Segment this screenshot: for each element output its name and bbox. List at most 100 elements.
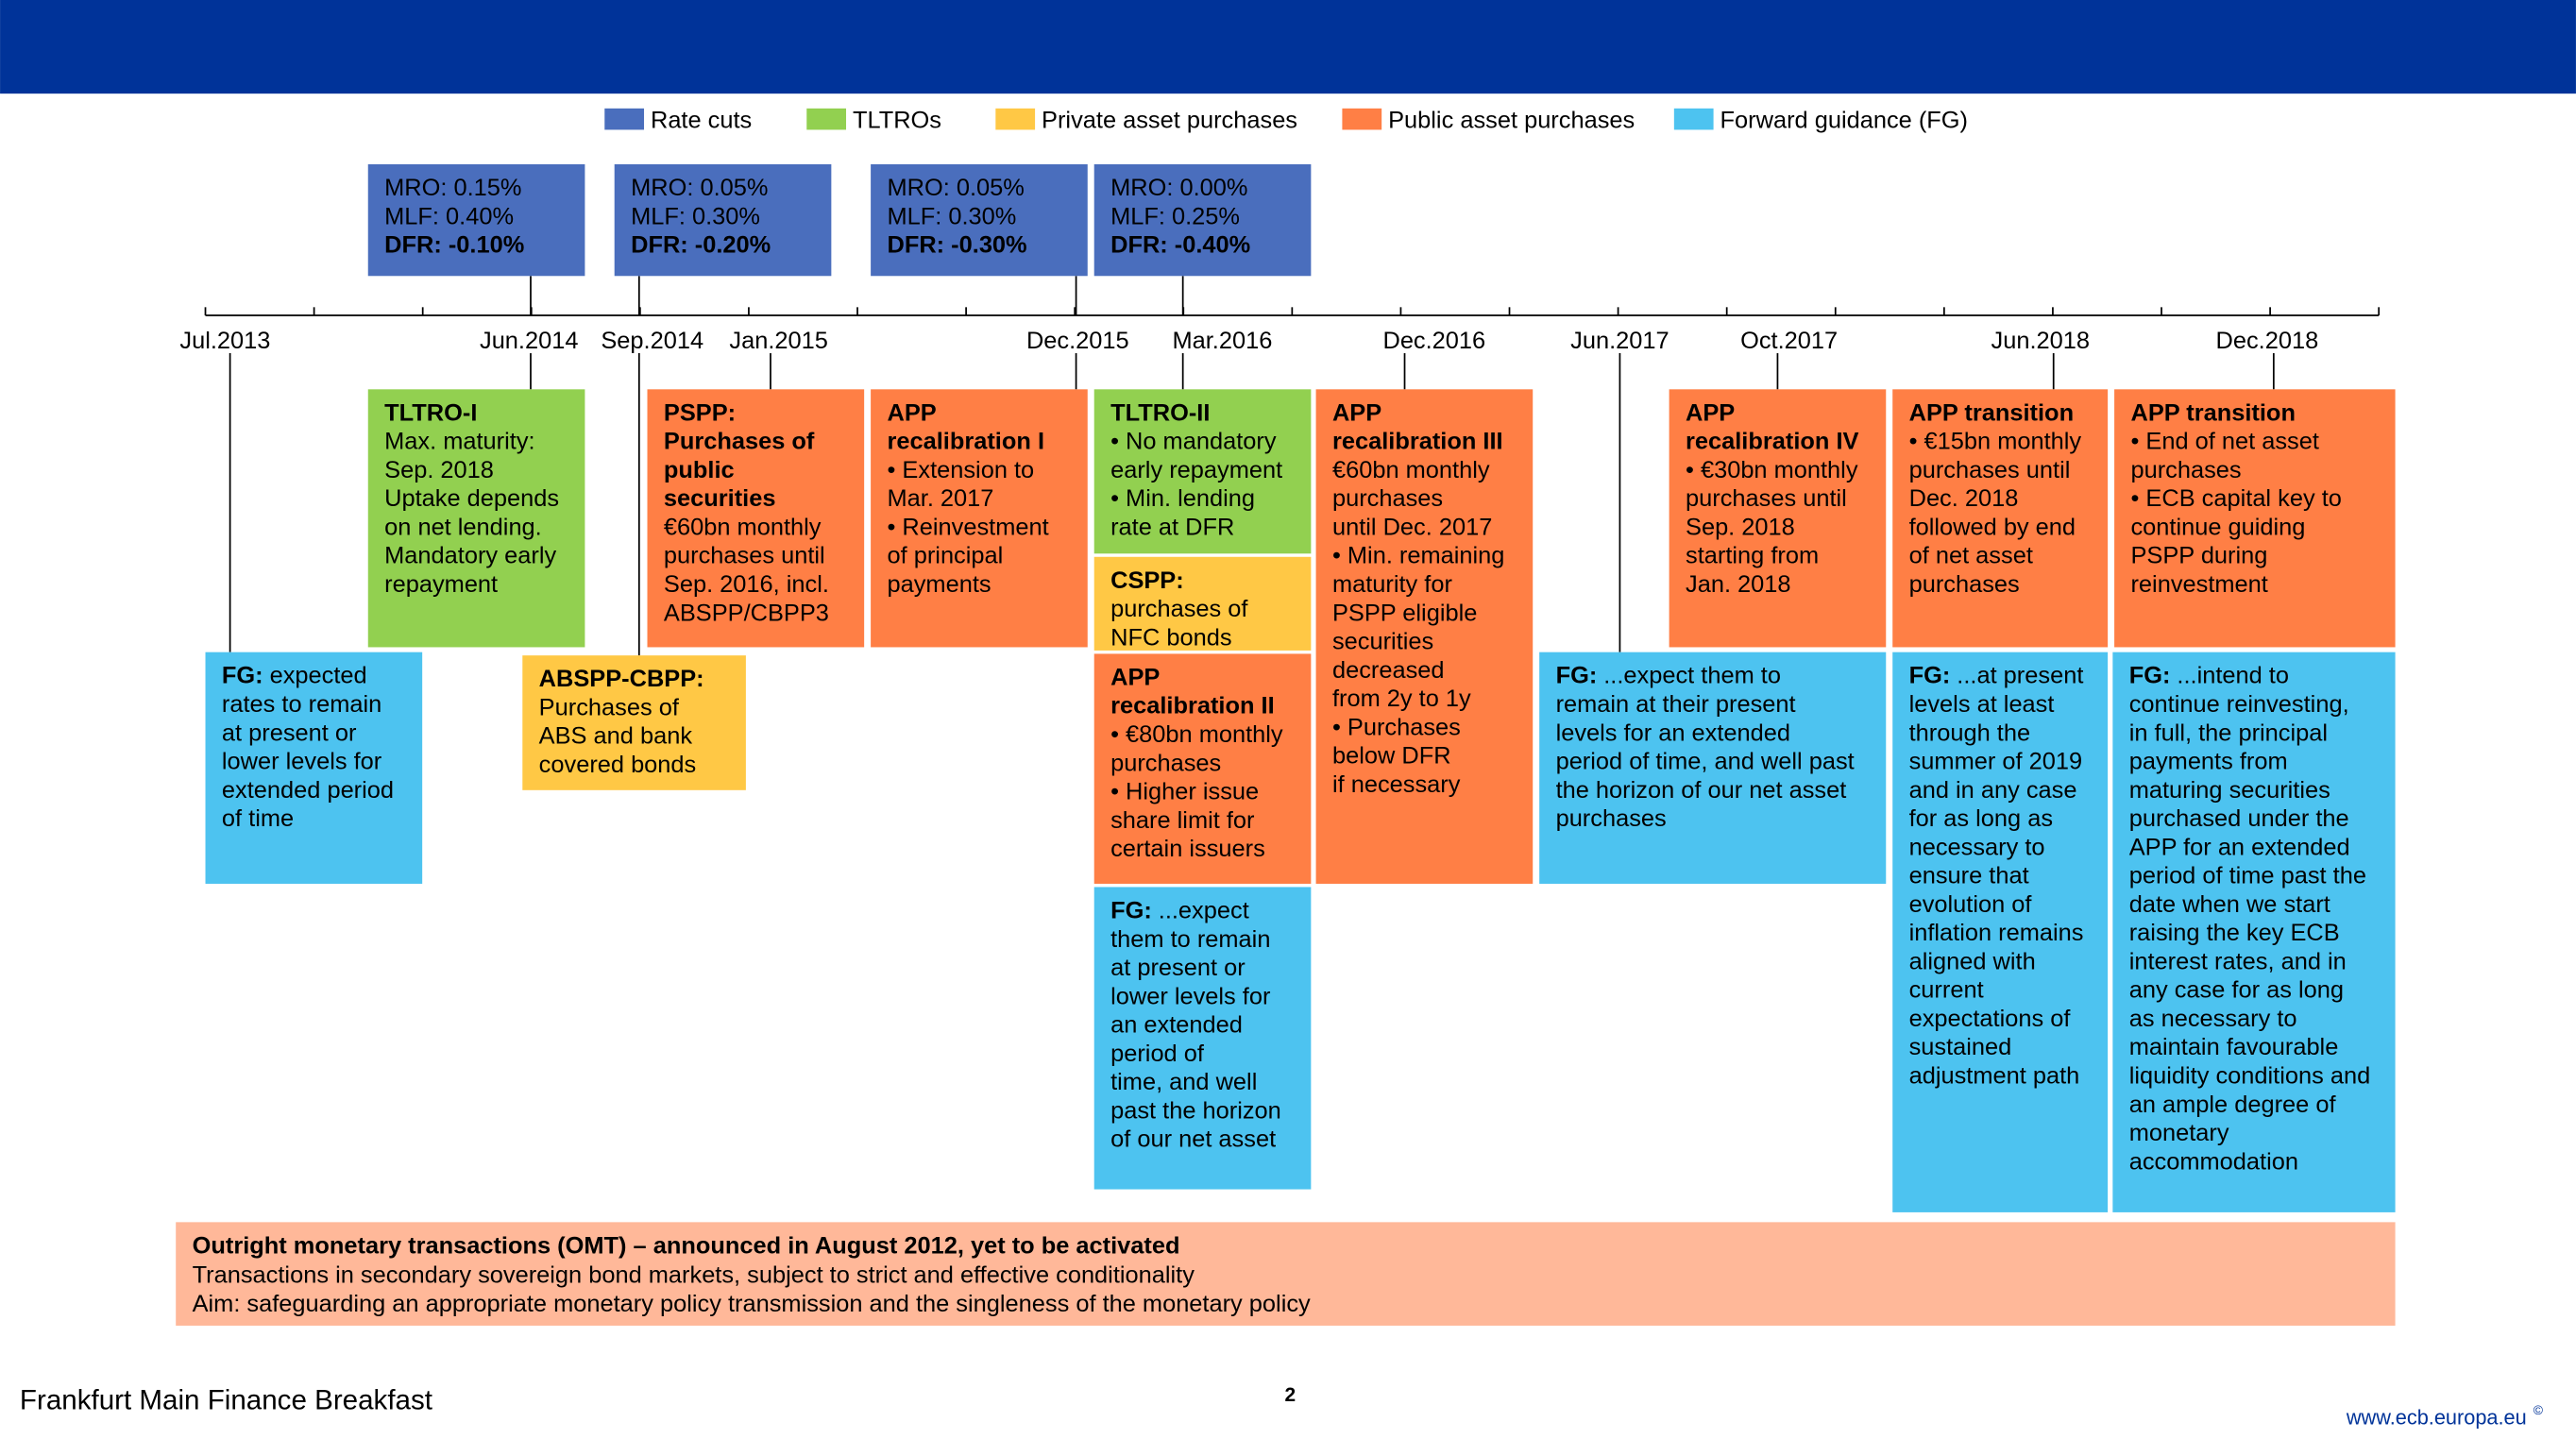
box-line: Sep. 2018 xyxy=(1686,514,1795,540)
policy-box xyxy=(205,652,423,884)
box-line: • €15bn monthly xyxy=(1909,429,2082,455)
box-line: maturity for xyxy=(1332,571,1453,598)
box-line: of principal xyxy=(888,543,1004,569)
policy-box xyxy=(2114,389,2396,648)
box-line: share limit for xyxy=(1110,807,1255,834)
policy-box xyxy=(1669,389,1887,648)
rate-dfr: DFR: -0.30% xyxy=(888,232,1027,259)
box-line: FG: ...intend to xyxy=(2129,663,2289,689)
timeline-label: Jun.2017 xyxy=(1570,328,1669,354)
box-line: purchases of xyxy=(1110,596,1248,622)
box-line: • €80bn monthly xyxy=(1110,721,1283,748)
box-line: Sep. 2018 xyxy=(384,457,494,483)
box-line: liquidity conditions and xyxy=(2129,1063,2370,1090)
box-line: period of time past the xyxy=(2129,863,2366,889)
box-title: recalibration IV xyxy=(1686,429,1859,455)
footer-title: Frankfurt Main Finance Breakfast xyxy=(20,1385,432,1416)
box-title: recalibration II xyxy=(1110,693,1275,720)
policy-box xyxy=(522,655,746,790)
box-line: period of time, and well past xyxy=(1556,749,1855,775)
box-line: APP for an extended xyxy=(2129,834,2350,860)
rate-line: MRO: 0.05% xyxy=(631,175,768,201)
policy-box xyxy=(871,389,1088,648)
box-line: interest rates, and in xyxy=(2129,948,2347,974)
legend-label: Public asset purchases xyxy=(1388,108,1635,134)
omt-line: Aim: safeguarding an appropriate monetar… xyxy=(193,1291,1311,1317)
box-line: of net asset xyxy=(1909,543,2033,569)
rate-line: MLF: 0.30% xyxy=(888,203,1017,229)
box-line: early repayment xyxy=(1110,457,1282,483)
box-line: expectations of xyxy=(1909,1006,2072,1032)
box-line: on net lending. xyxy=(384,514,542,540)
timeline-label: Dec.2015 xyxy=(1026,328,1129,354)
box-line: extended period xyxy=(222,777,394,804)
box-line: levels for an extended xyxy=(1556,720,1790,746)
rate-line: MLF: 0.25% xyxy=(1110,203,1240,229)
box-line: FG: ...expect xyxy=(1110,898,1249,924)
box-line: necessary to xyxy=(1909,834,2045,860)
timeline-label: Dec.2018 xyxy=(2216,328,2319,354)
box-title: APP xyxy=(1110,664,1160,690)
box-title: recalibration I xyxy=(888,429,1045,455)
box-line: certain issuers xyxy=(1110,836,1265,862)
box-line: Sep. 2016, incl. xyxy=(664,571,829,598)
box-line: an ample degree of xyxy=(2129,1092,2337,1118)
legend-label: Private asset purchases xyxy=(1042,108,1297,134)
box-line: period of xyxy=(1110,1041,1205,1067)
box-line: Mandatory early xyxy=(384,543,556,569)
box-title: APP transition xyxy=(1909,399,2074,426)
box-title: APP xyxy=(1332,399,1381,426)
box-line: them to remain xyxy=(1110,926,1270,953)
box-line: summer of 2019 xyxy=(1909,749,2082,775)
box-line: • €30bn monthly xyxy=(1686,457,1858,483)
rate-line: MRO: 0.15% xyxy=(384,175,521,201)
box-line: purchases xyxy=(1556,805,1667,832)
legend-label: TLTROs xyxy=(853,108,941,134)
rate-dfr: DFR: -0.20% xyxy=(631,232,771,259)
box-line: repayment xyxy=(384,571,498,598)
box-line: purchases until xyxy=(664,543,825,569)
box-line-text: ...expect them to xyxy=(1603,663,1781,689)
box-line: • Reinvestment xyxy=(888,514,1049,540)
rate-box xyxy=(1093,163,1312,277)
box-line: monetary xyxy=(2129,1120,2229,1146)
box-line: lower levels for xyxy=(222,749,382,775)
box-title: PSPP: xyxy=(664,399,736,426)
box-line: any case for as long xyxy=(2129,977,2344,1004)
policy-box xyxy=(1093,389,1312,554)
box-title: recalibration III xyxy=(1332,429,1503,455)
box-line: sustained xyxy=(1909,1034,2012,1060)
policy-box xyxy=(1539,652,1887,884)
omt-title: Outright monetary transactions (OMT) – a… xyxy=(193,1232,1180,1259)
box-line: decreased xyxy=(1332,657,1445,684)
rate-line: MRO: 0.05% xyxy=(888,175,1025,201)
box-line: purchases xyxy=(1332,485,1443,512)
box-lead: FG: xyxy=(2129,663,2171,689)
box-lead: FG: xyxy=(1556,663,1598,689)
box-line: and in any case xyxy=(1909,777,2077,804)
box-line: below DFR xyxy=(1332,743,1451,770)
box-line-text: ...intend to xyxy=(2177,663,2289,689)
legend-swatch xyxy=(604,108,645,130)
footer-url: www.ecb.europa.eu xyxy=(2346,1405,2527,1429)
copyright-mark: © xyxy=(2534,1402,2544,1417)
header-bar xyxy=(0,0,2576,94)
box-line: aligned with xyxy=(1909,948,2036,974)
policy-box xyxy=(1892,652,2109,1212)
box-line: maturing securities xyxy=(2129,777,2330,804)
policy-box xyxy=(1093,653,1312,884)
box-line: time, and well xyxy=(1110,1069,1257,1095)
box-lead: FG: xyxy=(1909,663,1951,689)
box-line: at present or xyxy=(222,720,357,746)
box-line: levels at least xyxy=(1909,691,2055,718)
omt-line: Transactions in secondary sovereign bond… xyxy=(193,1262,1195,1289)
box-line: followed by end xyxy=(1909,514,2076,540)
timeline-label: Jun.2014 xyxy=(480,328,578,354)
box-line: past the horizon xyxy=(1110,1097,1281,1124)
box-line: covered bonds xyxy=(539,752,697,778)
legend-swatch xyxy=(995,108,1036,130)
box-line: • Purchases xyxy=(1332,714,1461,740)
box-line: the horizon of our net asset xyxy=(1556,777,1847,804)
box-line: continue reinvesting, xyxy=(2129,691,2349,718)
